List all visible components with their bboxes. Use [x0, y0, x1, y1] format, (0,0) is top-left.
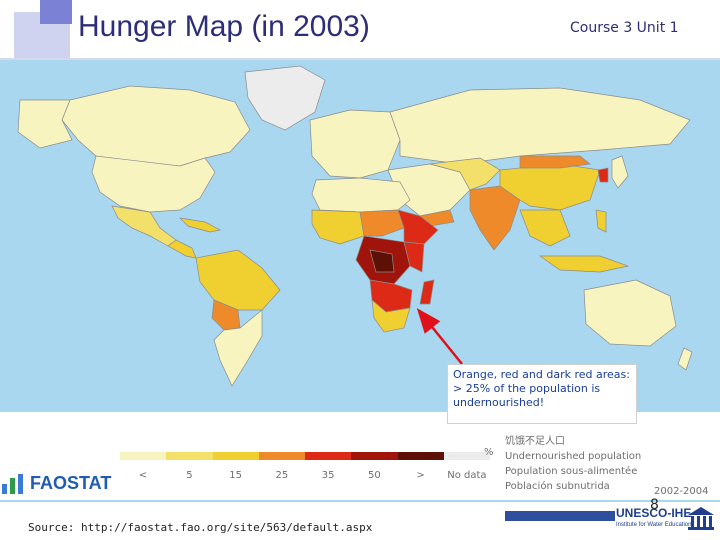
map-region-caribbean [178, 217, 222, 233]
legend-title-spanish: Población subnutrida [505, 481, 610, 492]
callout-note: Orange, red and dark red areas: > 25% of… [447, 364, 637, 424]
map-region-southern-africa-south [371, 299, 411, 333]
legend-tick-label: 50 [368, 470, 381, 481]
faostat-wordmark: FAOSTAT [30, 472, 112, 493]
map-region-west-africa [311, 209, 365, 245]
legend-swatch [258, 452, 305, 460]
map-region-sahel [359, 209, 405, 237]
map-region-south-america-north [195, 249, 281, 311]
legend-tick-label: 15 [229, 470, 242, 481]
unesco-subtitle: Institute for Water Education [616, 522, 692, 528]
legend-swatch [212, 452, 259, 460]
world-map-svg [17, 65, 693, 387]
legend-unit: % [484, 447, 494, 458]
map-legend-scale: <5 15 25 35 50 > No data [120, 452, 490, 488]
unesco-temple-icon [688, 507, 714, 530]
map-region-new-zealand [677, 347, 693, 371]
title-divider [0, 58, 720, 60]
map-region-indonesia [538, 255, 630, 273]
map-region-greenland [244, 65, 326, 131]
legend-tick-label: 35 [321, 470, 335, 481]
faostat-icon [2, 474, 23, 494]
map-region-india [469, 185, 521, 251]
map-region-canada [61, 85, 251, 167]
legend-swatch [351, 452, 398, 460]
map-region-north-korea [597, 167, 609, 183]
legend-swatch [305, 452, 352, 460]
legend-tick-label: 5 [186, 470, 193, 481]
map-region-central-asia [429, 157, 501, 191]
course-label: Course 3 Unit 1 [570, 20, 679, 36]
unesco-ihe-logo: UNESCO-IHE Institute for Water Education [616, 507, 691, 531]
map-region-russia [389, 87, 691, 165]
map-region-philippines [595, 209, 607, 233]
map-region-east-africa [403, 241, 425, 273]
legend-title: 饥饿不足人口 Undernourished population Populat… [505, 434, 641, 494]
footer-accent-bar [505, 511, 615, 521]
legend-swatch [120, 452, 167, 460]
unesco-wordmark: UNESCO-IHE [616, 506, 692, 520]
map-region-congo [369, 249, 395, 273]
legend-title-french: Population sous-alimentée [505, 466, 638, 477]
legend-title-chinese: 饥饿不足人口 [505, 436, 565, 447]
map-region-alaska [17, 99, 73, 149]
legend-tick-label: > [416, 470, 425, 481]
map-region-south-america-south [213, 309, 263, 387]
map-region-japan [611, 155, 629, 189]
map-region-mexico [111, 205, 177, 247]
legend-tick-label: No data [447, 470, 487, 481]
map-region-mongolia [519, 155, 591, 169]
legend-tick-label: 25 [275, 470, 289, 481]
legend-swatch [397, 452, 444, 460]
map-region-australia [583, 279, 677, 347]
legend-tick-labels: <5 15 25 35 50 > No data [120, 470, 490, 481]
legend-tick-label: < [138, 470, 148, 481]
legend-years: 2002-2004 [654, 486, 709, 497]
page-number: 8 [650, 497, 659, 513]
map-region-central-america [167, 239, 197, 259]
map-region-usa [91, 155, 216, 213]
legend-swatch [443, 452, 490, 460]
map-region-southeast-asia [519, 209, 571, 247]
slide-title: Hunger Map (in 2003) [78, 10, 370, 43]
source-citation: Source: http://faostat.fao.org/site/563/… [28, 521, 373, 534]
decorative-square-accent [40, 0, 72, 24]
map-region-europe [309, 109, 401, 179]
map-region-north-africa [311, 177, 411, 213]
legend-title-english: Undernourished population [505, 451, 642, 462]
faostat-logo: FAOSTAT [0, 470, 111, 496]
legend-swatch [166, 452, 213, 460]
legend-color-bar [120, 452, 490, 460]
map-region-madagascar [419, 279, 435, 305]
